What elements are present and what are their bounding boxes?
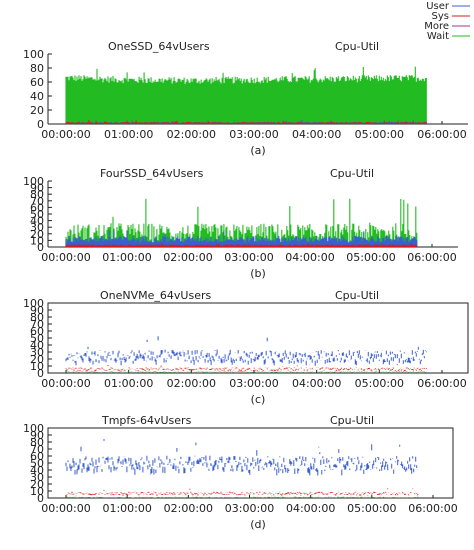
y-tick-label: 80 bbox=[30, 62, 44, 75]
y-tick-label: 100 bbox=[23, 175, 44, 188]
series-sys bbox=[66, 488, 419, 496]
x-tick-label: 03:00:00 bbox=[229, 128, 278, 141]
plot-frame bbox=[47, 302, 469, 374]
y-tick-label: 20 bbox=[30, 104, 44, 117]
panel-caption: (a) bbox=[250, 144, 265, 157]
y-tick-label: 10 bbox=[30, 234, 44, 247]
y-tick-label: 70 bbox=[30, 443, 44, 456]
y-tick-label: 20 bbox=[30, 478, 44, 491]
y-tick-label: 70 bbox=[30, 318, 44, 331]
x-tick-label: 02:00:00 bbox=[167, 377, 216, 390]
y-tick-label: 50 bbox=[30, 208, 44, 221]
x-tick-label: 00:00:00 bbox=[41, 251, 90, 264]
y-tick-label: 50 bbox=[30, 332, 44, 345]
y-tick-label: 10 bbox=[30, 485, 44, 498]
x-tick-label: 01:00:00 bbox=[104, 128, 153, 141]
legend-label-wait: Wait bbox=[427, 31, 449, 42]
y-tick-label: 20 bbox=[30, 228, 44, 241]
y-tick-label: 40 bbox=[30, 90, 44, 103]
y-tick-label: 30 bbox=[30, 471, 44, 484]
y-tick-label: 60 bbox=[30, 76, 44, 89]
metric-label: Cpu-Util bbox=[335, 289, 379, 302]
chart-title: OneNVMe_64vUsers bbox=[100, 289, 211, 302]
y-tick-label: 60 bbox=[30, 201, 44, 214]
series-sys bbox=[65, 364, 427, 372]
y-tick-label: 100 bbox=[23, 422, 44, 435]
y-tick-label: 90 bbox=[30, 304, 44, 317]
y-tick-label: 40 bbox=[30, 215, 44, 228]
y-tick-label: 100 bbox=[23, 297, 44, 310]
panel-caption: (b) bbox=[250, 267, 266, 280]
y-tick-label: 0 bbox=[37, 118, 44, 131]
y-tick-label: 90 bbox=[30, 182, 44, 195]
series-user bbox=[65, 336, 427, 366]
y-tick-label: 0 bbox=[37, 492, 44, 505]
y-tick-label: 90 bbox=[30, 429, 44, 442]
x-tick-label: 01:00:00 bbox=[102, 251, 151, 264]
x-tick-label: 03:00:00 bbox=[229, 377, 278, 390]
x-tick-label: 06:00:00 bbox=[407, 251, 456, 264]
x-tick-label: 05:00:00 bbox=[346, 251, 395, 264]
metric-label: Cpu-Util bbox=[335, 40, 379, 53]
chart-title: OneSSD_64vUsers bbox=[108, 40, 210, 53]
y-tick-label: 40 bbox=[30, 339, 44, 352]
x-tick-label: 05:00:00 bbox=[355, 377, 404, 390]
y-tick-label: 60 bbox=[30, 450, 44, 463]
series-sys bbox=[65, 243, 418, 247]
x-tick-label: 02:00:00 bbox=[163, 251, 212, 264]
y-tick-label: 10 bbox=[30, 360, 44, 373]
y-tick-label: 50 bbox=[30, 457, 44, 470]
y-tick-label: 30 bbox=[30, 221, 44, 234]
series-sys bbox=[65, 120, 427, 124]
x-tick-label: 06:00:00 bbox=[417, 128, 466, 141]
chart-title: FourSSD_64vUsers bbox=[100, 167, 204, 180]
y-tick-label: 0 bbox=[37, 367, 44, 380]
y-tick-label: 0 bbox=[37, 241, 44, 254]
y-tick-label: 30 bbox=[30, 346, 44, 359]
y-tick-label: 80 bbox=[30, 311, 44, 324]
x-tick-label: 02:00:00 bbox=[167, 128, 216, 141]
y-tick-label: 20 bbox=[30, 353, 44, 366]
legend-label-sys: Sys bbox=[432, 11, 449, 22]
x-tick-label: 05:00:00 bbox=[355, 128, 404, 141]
x-tick-label: 01:00:00 bbox=[104, 377, 153, 390]
series-wait bbox=[65, 494, 419, 498]
y-tick-label: 40 bbox=[30, 464, 44, 477]
metric-label: Cpu-Util bbox=[330, 167, 374, 180]
y-tick-label: 100 bbox=[23, 48, 44, 61]
x-tick-label: 04:00:00 bbox=[286, 502, 335, 515]
x-tick-label: 06:00:00 bbox=[417, 377, 466, 390]
x-tick-label: 04:00:00 bbox=[292, 128, 341, 141]
series-wait bbox=[65, 66, 427, 124]
x-tick-label: 02:00:00 bbox=[164, 502, 213, 515]
y-tick-label: 60 bbox=[30, 325, 44, 338]
metric-label: Cpu-Util bbox=[330, 414, 374, 427]
x-tick-label: 00:00:00 bbox=[41, 502, 90, 515]
x-tick-label: 00:00:00 bbox=[41, 128, 90, 141]
panel-caption: (d) bbox=[250, 518, 266, 531]
panel-caption: (c) bbox=[251, 393, 266, 406]
chart-title: Tmpfs-64vUsers bbox=[101, 414, 192, 427]
y-tick-label: 70 bbox=[30, 195, 44, 208]
legend-label-user: User bbox=[426, 1, 450, 12]
series-user bbox=[65, 439, 419, 476]
legend-label-more: More bbox=[424, 21, 449, 32]
x-tick-label: 04:00:00 bbox=[292, 377, 341, 390]
x-tick-label: 04:00:00 bbox=[285, 251, 334, 264]
x-tick-label: 01:00:00 bbox=[102, 502, 151, 515]
x-tick-label: 05:00:00 bbox=[347, 502, 396, 515]
series-user bbox=[65, 230, 418, 247]
x-tick-label: 00:00:00 bbox=[41, 377, 90, 390]
x-tick-label: 06:00:00 bbox=[408, 502, 457, 515]
x-tick-label: 03:00:00 bbox=[225, 502, 274, 515]
y-tick-label: 80 bbox=[30, 188, 44, 201]
x-tick-label: 03:00:00 bbox=[224, 251, 273, 264]
y-tick-label: 80 bbox=[30, 436, 44, 449]
